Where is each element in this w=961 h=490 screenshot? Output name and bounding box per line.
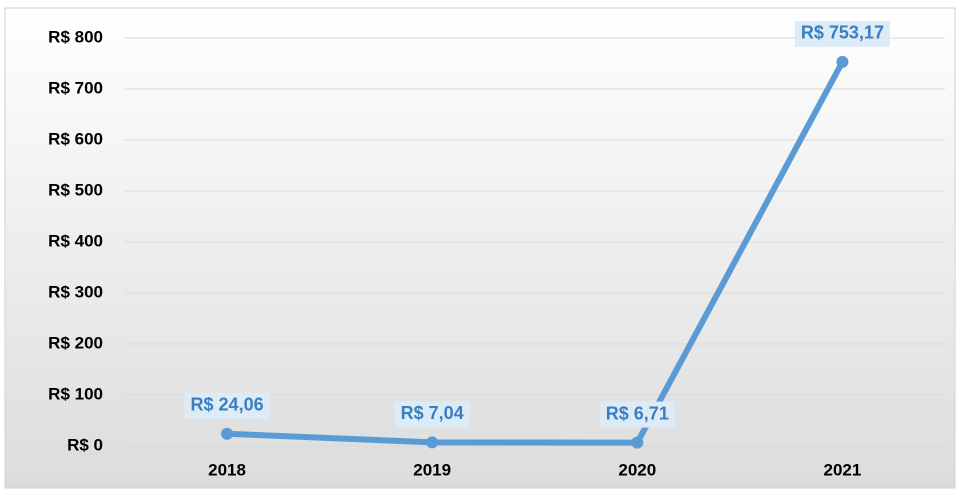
y-tick-label: R$ 0 (67, 435, 103, 454)
marker (631, 436, 644, 449)
x-tick-label: 2018 (208, 460, 246, 479)
chart-background (4, 7, 956, 489)
y-tick-label: R$ 600 (48, 129, 103, 148)
data-label: R$ 24,06 (191, 394, 264, 414)
marker (426, 436, 439, 449)
data-label-box (794, 20, 890, 47)
marker (221, 427, 234, 440)
data-label-box (184, 392, 270, 419)
x-tick-label: 2019 (413, 460, 451, 479)
data-label: R$ 6,71 (606, 403, 669, 423)
data-label-box (599, 401, 675, 428)
y-tick-label: R$ 200 (48, 333, 103, 352)
y-tick-label: R$ 500 (48, 180, 103, 199)
line (226, 60, 846, 446)
x-tick-label: 2020 (618, 460, 656, 479)
data-label: R$ 753,17 (801, 23, 884, 43)
marker (836, 55, 849, 68)
data-label: R$ 7,04 (401, 403, 464, 423)
x-tick-label: 2021 (824, 460, 862, 479)
y-tick-label: R$ 400 (48, 231, 103, 250)
data-label-box (394, 401, 470, 428)
y-tick-label: R$ 700 (48, 78, 103, 97)
y-tick-label: R$ 800 (48, 27, 103, 46)
y-tick-label: R$ 100 (48, 384, 103, 403)
y-tick-label: R$ 300 (48, 282, 103, 301)
